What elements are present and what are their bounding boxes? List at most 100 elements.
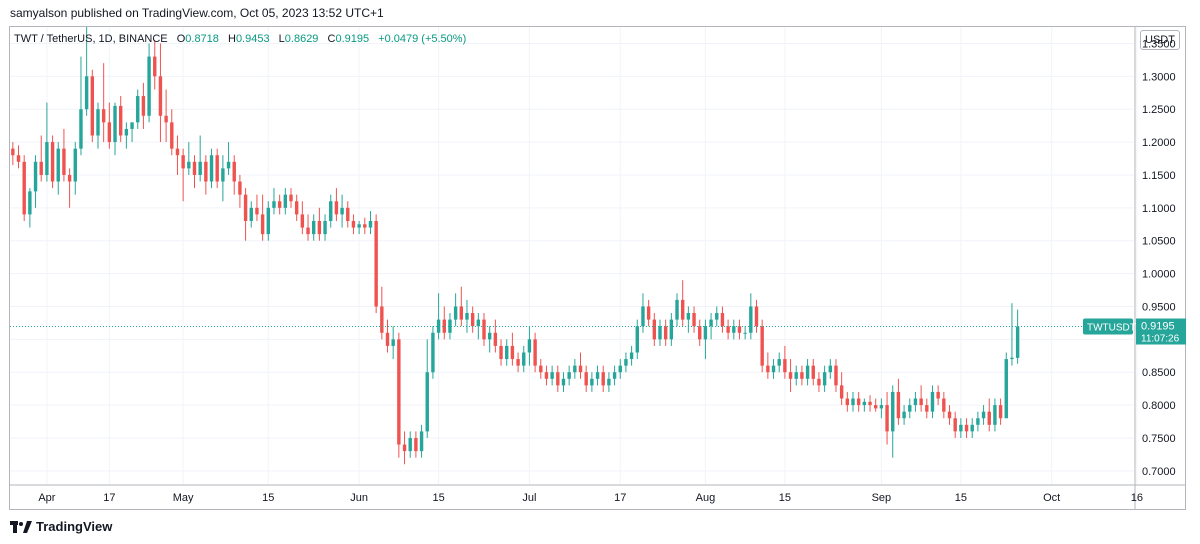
candle-body — [323, 220, 327, 235]
candle — [289, 188, 293, 208]
candle — [465, 299, 469, 333]
candle — [998, 398, 1003, 425]
legend-high-label: H — [227, 33, 236, 45]
candle-body — [680, 299, 685, 320]
candle — [839, 372, 844, 406]
candle — [425, 339, 429, 438]
candle-body — [595, 372, 600, 379]
candle — [391, 326, 395, 360]
candle — [482, 313, 486, 346]
candle-body — [277, 201, 282, 208]
candle — [715, 306, 719, 327]
x-tick-label: 15 — [262, 492, 274, 504]
candle-body — [124, 128, 129, 136]
candle — [113, 102, 117, 156]
candle-body — [209, 155, 214, 182]
candle — [601, 365, 605, 392]
tradingview-logo-icon — [10, 520, 32, 533]
candle-body — [896, 391, 901, 419]
candle — [987, 398, 991, 432]
candle-body — [465, 313, 469, 320]
candle — [800, 365, 804, 386]
candle — [487, 326, 492, 353]
candle-body — [908, 405, 912, 412]
candle — [442, 306, 446, 340]
candle — [845, 391, 850, 412]
candle-body — [715, 313, 719, 320]
candle — [953, 411, 957, 438]
candle-body — [646, 306, 651, 320]
candle-body — [414, 437, 418, 452]
tradingview-logo-text: TradingView — [36, 519, 113, 534]
candle — [698, 319, 702, 346]
candle-body — [732, 326, 736, 333]
candle-body — [357, 224, 361, 228]
candle-body — [141, 96, 146, 116]
candle — [147, 43, 151, 123]
candle-body — [351, 220, 356, 228]
candle — [635, 319, 639, 360]
candle — [749, 293, 753, 340]
y-tick-label: 1.3000 — [1142, 71, 1176, 83]
candle — [817, 372, 821, 392]
candle-body — [505, 345, 509, 360]
candle-body — [749, 306, 753, 333]
y-tick-label: 0.7000 — [1142, 466, 1176, 478]
candle — [805, 359, 810, 386]
candle — [675, 293, 679, 327]
y-tick-label: 0.8500 — [1142, 367, 1176, 379]
candle-body — [698, 326, 702, 340]
candle-body — [550, 372, 554, 379]
candle-body — [397, 339, 401, 445]
candle — [976, 411, 980, 432]
y-tick-label: 1.2500 — [1142, 104, 1176, 116]
candle — [175, 135, 180, 175]
candle — [158, 43, 163, 143]
candle — [743, 326, 747, 340]
symbol-tag — [1083, 318, 1133, 335]
candle-body — [1015, 326, 1020, 358]
candle — [124, 122, 129, 149]
candle — [402, 431, 407, 465]
symbol-tag-text: TWTUSDT — [1087, 323, 1136, 334]
candle — [737, 319, 742, 340]
candle — [908, 398, 912, 419]
candle-body — [839, 385, 844, 399]
candle — [96, 102, 100, 149]
candle — [170, 109, 174, 156]
candle-body — [493, 332, 498, 346]
candle — [942, 391, 946, 419]
candle-body — [539, 365, 543, 373]
candle — [300, 201, 305, 235]
candle-body — [130, 122, 134, 129]
candle-body — [45, 142, 49, 175]
candle-body — [147, 56, 151, 116]
candle-body — [499, 345, 503, 360]
candle — [641, 293, 645, 333]
candle — [720, 306, 725, 333]
currency-button[interactable]: USDT — [1140, 30, 1180, 50]
candle — [374, 214, 378, 314]
y-tick-label: 1.2000 — [1142, 137, 1176, 149]
y-tick-label: 0.9500 — [1142, 301, 1176, 313]
candle-body — [317, 220, 322, 235]
candle — [340, 194, 344, 228]
candle — [726, 319, 730, 340]
candle — [164, 89, 168, 143]
countdown-value: 11:07:26 — [1141, 334, 1180, 345]
candle-body — [556, 372, 560, 386]
x-tick-label: Jul — [522, 492, 536, 504]
candle-body — [198, 161, 202, 175]
candle — [136, 89, 140, 129]
candle-body — [56, 148, 60, 182]
candle — [930, 385, 935, 419]
candle — [788, 359, 793, 392]
candle — [822, 365, 827, 392]
candle — [459, 286, 464, 327]
candle-body — [879, 405, 884, 409]
candle-body — [170, 122, 174, 149]
candle-body — [158, 76, 163, 116]
candle-body — [476, 319, 481, 327]
tradingview-logo[interactable]: TradingView — [10, 519, 112, 534]
